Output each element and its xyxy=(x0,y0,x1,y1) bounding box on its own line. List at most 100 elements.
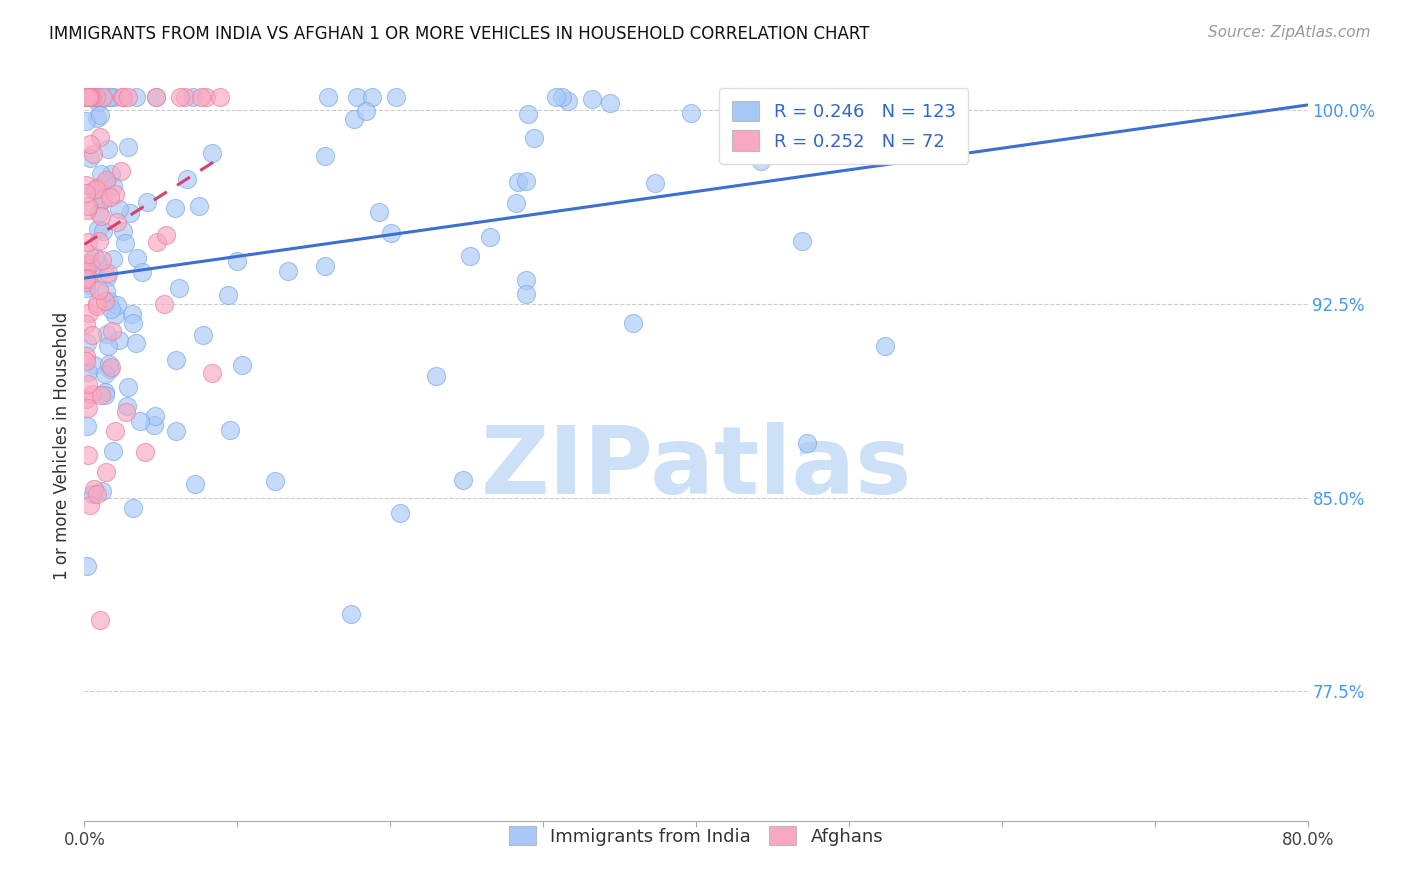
Point xyxy=(75,178,97,193)
Point xyxy=(89,108,111,122)
Point xyxy=(100,167,122,181)
Point xyxy=(111,224,134,238)
Point xyxy=(100,301,122,316)
Point xyxy=(425,369,447,384)
Point xyxy=(621,316,644,330)
Point xyxy=(96,269,118,284)
Point xyxy=(86,296,108,310)
Point xyxy=(264,474,287,488)
Point xyxy=(79,257,101,271)
Point xyxy=(76,235,98,250)
Point xyxy=(163,201,186,215)
Point xyxy=(749,153,772,168)
Point xyxy=(101,179,124,194)
Point xyxy=(84,181,107,195)
Point xyxy=(94,284,117,298)
Point xyxy=(104,186,127,201)
Point xyxy=(114,236,136,251)
Point xyxy=(114,405,136,419)
Point xyxy=(478,230,501,244)
Point xyxy=(97,142,120,156)
Point xyxy=(523,130,546,145)
Point xyxy=(91,224,114,238)
Point xyxy=(111,90,134,104)
Point xyxy=(108,333,131,347)
Point xyxy=(87,257,110,271)
Point xyxy=(79,498,101,512)
Point xyxy=(314,149,336,163)
Point xyxy=(193,327,215,342)
Point xyxy=(100,359,122,374)
Point xyxy=(506,175,529,189)
Point xyxy=(94,388,117,402)
Point xyxy=(86,487,108,501)
Text: ZIPatlas: ZIPatlas xyxy=(481,423,911,515)
Point xyxy=(105,297,128,311)
Point xyxy=(219,423,242,437)
Point xyxy=(217,288,239,302)
Point xyxy=(117,90,139,104)
Point xyxy=(368,204,391,219)
Point xyxy=(75,275,97,289)
Point xyxy=(155,228,177,243)
Point xyxy=(76,559,98,574)
Point xyxy=(77,199,100,213)
Point xyxy=(389,507,412,521)
Point xyxy=(84,90,107,104)
Point xyxy=(77,306,100,320)
Point xyxy=(146,235,169,250)
Point xyxy=(97,90,120,104)
Point xyxy=(75,259,97,273)
Point xyxy=(80,327,103,342)
Point xyxy=(107,202,129,216)
Point xyxy=(76,203,98,218)
Point xyxy=(86,90,108,104)
Point xyxy=(75,354,97,368)
Point xyxy=(551,90,574,104)
Point xyxy=(87,221,110,235)
Point xyxy=(118,206,141,220)
Point xyxy=(87,186,110,201)
Point xyxy=(451,473,474,487)
Point xyxy=(75,392,97,407)
Point xyxy=(76,90,98,104)
Point xyxy=(361,90,384,104)
Legend: Immigrants from India, Afghans: Immigrants from India, Afghans xyxy=(502,819,890,853)
Point xyxy=(90,167,112,181)
Point xyxy=(79,277,101,292)
Point xyxy=(83,482,105,496)
Text: Source: ZipAtlas.com: Source: ZipAtlas.com xyxy=(1208,25,1371,40)
Point xyxy=(76,335,98,350)
Point xyxy=(91,192,114,206)
Point xyxy=(131,265,153,279)
Point xyxy=(87,95,110,109)
Point xyxy=(86,111,108,125)
Point xyxy=(76,401,98,416)
Point xyxy=(515,174,537,188)
Point xyxy=(77,365,100,379)
Point xyxy=(76,448,98,462)
Point xyxy=(94,173,117,187)
Point xyxy=(190,90,212,104)
Point xyxy=(97,266,120,280)
Point xyxy=(77,270,100,285)
Point xyxy=(318,90,340,104)
Point xyxy=(117,140,139,154)
Point xyxy=(94,293,117,308)
Point xyxy=(875,339,897,353)
Point xyxy=(515,286,537,301)
Point xyxy=(557,95,579,109)
Point xyxy=(145,90,167,104)
Point xyxy=(208,90,231,104)
Point xyxy=(165,424,187,438)
Point xyxy=(97,293,120,308)
Point xyxy=(173,90,195,104)
Point xyxy=(75,281,97,295)
Point xyxy=(98,90,121,104)
Point xyxy=(75,317,97,331)
Point xyxy=(314,259,336,273)
Point xyxy=(90,483,112,498)
Point xyxy=(135,194,157,209)
Point xyxy=(76,418,98,433)
Point xyxy=(127,251,149,265)
